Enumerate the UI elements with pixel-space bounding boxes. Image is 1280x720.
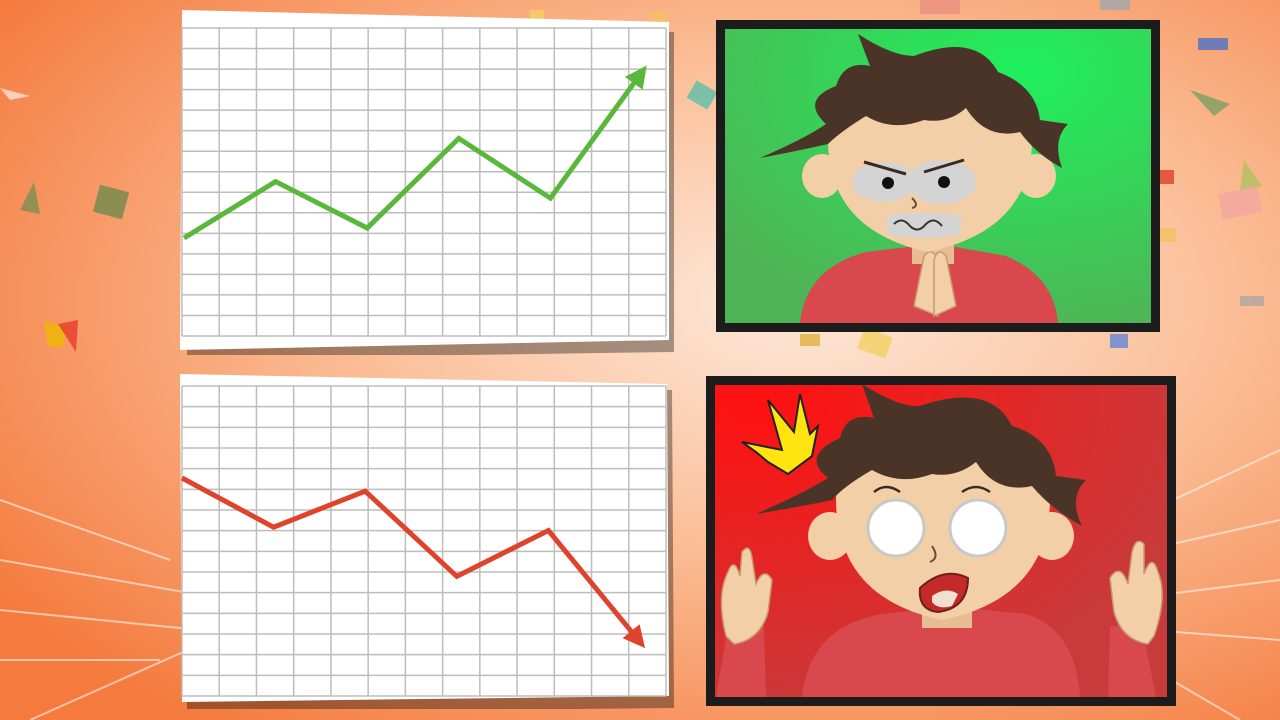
arrow-head-icon (624, 65, 647, 90)
grid-lines (181, 27, 667, 337)
confetti (0, 0, 1264, 359)
left-hand (720, 547, 773, 645)
rising-chart-card (176, 10, 676, 355)
paper-sheet (180, 10, 669, 350)
arrow-head-icon (622, 624, 646, 649)
right-hand (1109, 540, 1163, 645)
paper-sheet (180, 374, 669, 702)
falling-chart (180, 374, 674, 709)
rising-chart (180, 10, 674, 355)
trend-line (180, 475, 642, 644)
shocked-character-panel (706, 376, 1176, 706)
anger-burst-icon (741, 393, 820, 476)
happy-character-panel (716, 20, 1160, 332)
shocked-character-icon (706, 376, 1176, 706)
scheming-character-icon (716, 20, 1160, 332)
trend-line (182, 70, 645, 241)
falling-chart-card (176, 374, 676, 709)
grid-lines (181, 385, 667, 697)
